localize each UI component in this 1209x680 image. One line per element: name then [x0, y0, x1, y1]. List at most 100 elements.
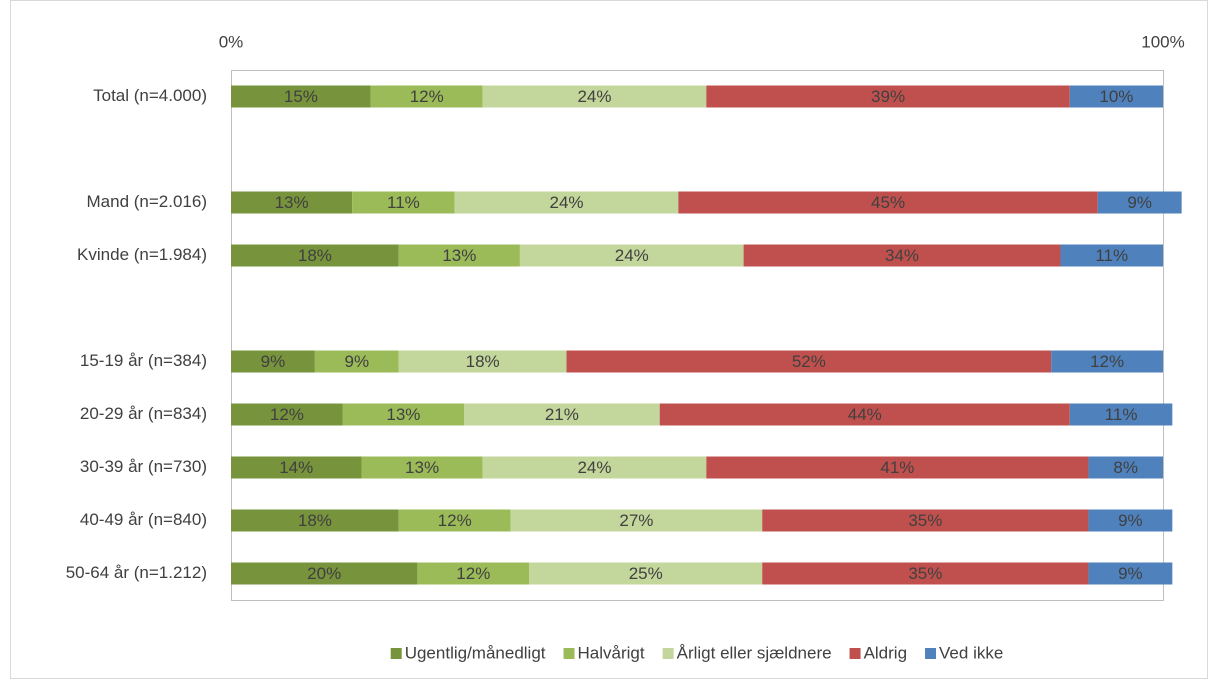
bar-segment: [1069, 403, 1173, 426]
data-label: 11%: [1105, 405, 1138, 424]
bar-segment: [1088, 562, 1173, 585]
legend-label: Ved ikke: [939, 643, 1003, 662]
bar-segment: [398, 350, 567, 373]
bar-segment: [398, 509, 511, 532]
data-label: 24%: [577, 458, 611, 477]
data-label: 12%: [456, 564, 490, 583]
data-label: 20%: [307, 564, 341, 583]
bar-segment: [454, 191, 679, 214]
data-label: 9%: [345, 352, 370, 371]
legend-swatch: [662, 648, 674, 659]
y-tick-label: 20-29 år (n=834): [80, 404, 207, 423]
x-tick-label: 0%: [219, 32, 244, 51]
bar-segment: [370, 85, 483, 108]
plot-border: [231, 70, 1164, 601]
data-label: 11%: [387, 193, 420, 212]
bar-segment: [231, 85, 371, 108]
bar-segment: [342, 403, 464, 426]
y-tick-label: 40-49 år (n=840): [80, 510, 207, 529]
data-label: 24%: [550, 193, 584, 212]
data-label: 9%: [261, 352, 286, 371]
data-label: 15%: [284, 87, 318, 106]
data-label: 12%: [438, 511, 472, 530]
y-tick-label: 50-64 år (n=1.212): [66, 563, 207, 582]
legend-swatch: [563, 648, 575, 659]
bar-segment: [482, 85, 707, 108]
bar-segment: [1051, 350, 1163, 373]
data-label: 14%: [279, 458, 313, 477]
y-tick-label: 30-39 år (n=730): [80, 457, 207, 476]
data-label: 44%: [848, 405, 882, 424]
bar-segment: [1088, 509, 1173, 532]
data-label: 13%: [442, 246, 476, 265]
bar-segment: [417, 562, 530, 585]
legend-swatch: [390, 648, 402, 659]
bar-segment: [659, 403, 1070, 426]
legend-label: Aldrig: [864, 643, 907, 662]
bar-segment: [231, 509, 399, 532]
bar-segment: [231, 562, 418, 585]
bar-segment: [762, 509, 1089, 532]
bar-segment: [529, 562, 763, 585]
bar-segment: [678, 191, 1098, 214]
bar-segment: [231, 350, 315, 373]
data-label: 41%: [880, 458, 914, 477]
bar-segment: [1088, 456, 1163, 479]
data-label: 12%: [270, 405, 304, 424]
bar-segment: [464, 403, 660, 426]
data-label: 24%: [615, 246, 649, 265]
y-tick-label: Total (n=4.000): [93, 86, 207, 105]
bar-segment: [314, 350, 399, 373]
y-tick-label: Kvinde (n=1.984): [77, 245, 207, 264]
bar-segment: [1097, 191, 1182, 214]
legend-swatch: [925, 648, 937, 659]
bar-segment: [743, 244, 1061, 267]
data-label: 18%: [298, 246, 332, 265]
data-label: 12%: [410, 87, 444, 106]
data-label: 9%: [1118, 564, 1143, 583]
bar-segment: [398, 244, 520, 267]
bar-segment: [352, 191, 455, 214]
bar-segment: [519, 244, 744, 267]
data-label: 13%: [405, 458, 439, 477]
bar-segment: [231, 403, 343, 426]
data-label: 10%: [1099, 87, 1133, 106]
bar-segment: [231, 244, 399, 267]
data-label: 34%: [885, 246, 919, 265]
data-label: 25%: [629, 564, 663, 583]
data-label: 18%: [466, 352, 500, 371]
data-label: 9%: [1127, 193, 1152, 212]
data-label: 35%: [908, 511, 942, 530]
data-label: 9%: [1118, 511, 1143, 530]
data-label: 21%: [545, 405, 579, 424]
bar-segment: [1060, 244, 1163, 267]
bar-segment: [706, 456, 1089, 479]
bar-segment: [1069, 85, 1163, 108]
data-label: 27%: [619, 511, 653, 530]
data-label: 13%: [275, 193, 309, 212]
bar-segment: [762, 562, 1089, 585]
bar-segment: [566, 350, 1052, 373]
data-label: 18%: [298, 511, 332, 530]
data-label: 8%: [1113, 458, 1138, 477]
data-label: 45%: [871, 193, 905, 212]
legend-label: Ugentlig/månedligt: [405, 643, 546, 662]
data-label: 12%: [1090, 352, 1124, 371]
data-label: 35%: [908, 564, 942, 583]
legend-swatch: [849, 648, 861, 659]
data-label: 11%: [1095, 246, 1128, 265]
y-tick-label: Mand (n=2.016): [87, 192, 208, 211]
data-label: 13%: [386, 405, 420, 424]
bar-segment: [361, 456, 483, 479]
data-label: 24%: [577, 87, 611, 106]
bar-segment: [510, 509, 763, 532]
bar-segment: [482, 456, 707, 479]
bar-segment: [231, 191, 353, 214]
bar-segment: [706, 85, 1070, 108]
legend: Ugentlig/månedligt Halvårigt Årligt eller …: [390, 643, 1003, 662]
data-label: 52%: [792, 352, 826, 371]
legend-label: Årligt eller sjældnere: [677, 643, 832, 662]
bar-segment: [231, 456, 362, 479]
x-tick-label: 100%: [1141, 32, 1184, 51]
